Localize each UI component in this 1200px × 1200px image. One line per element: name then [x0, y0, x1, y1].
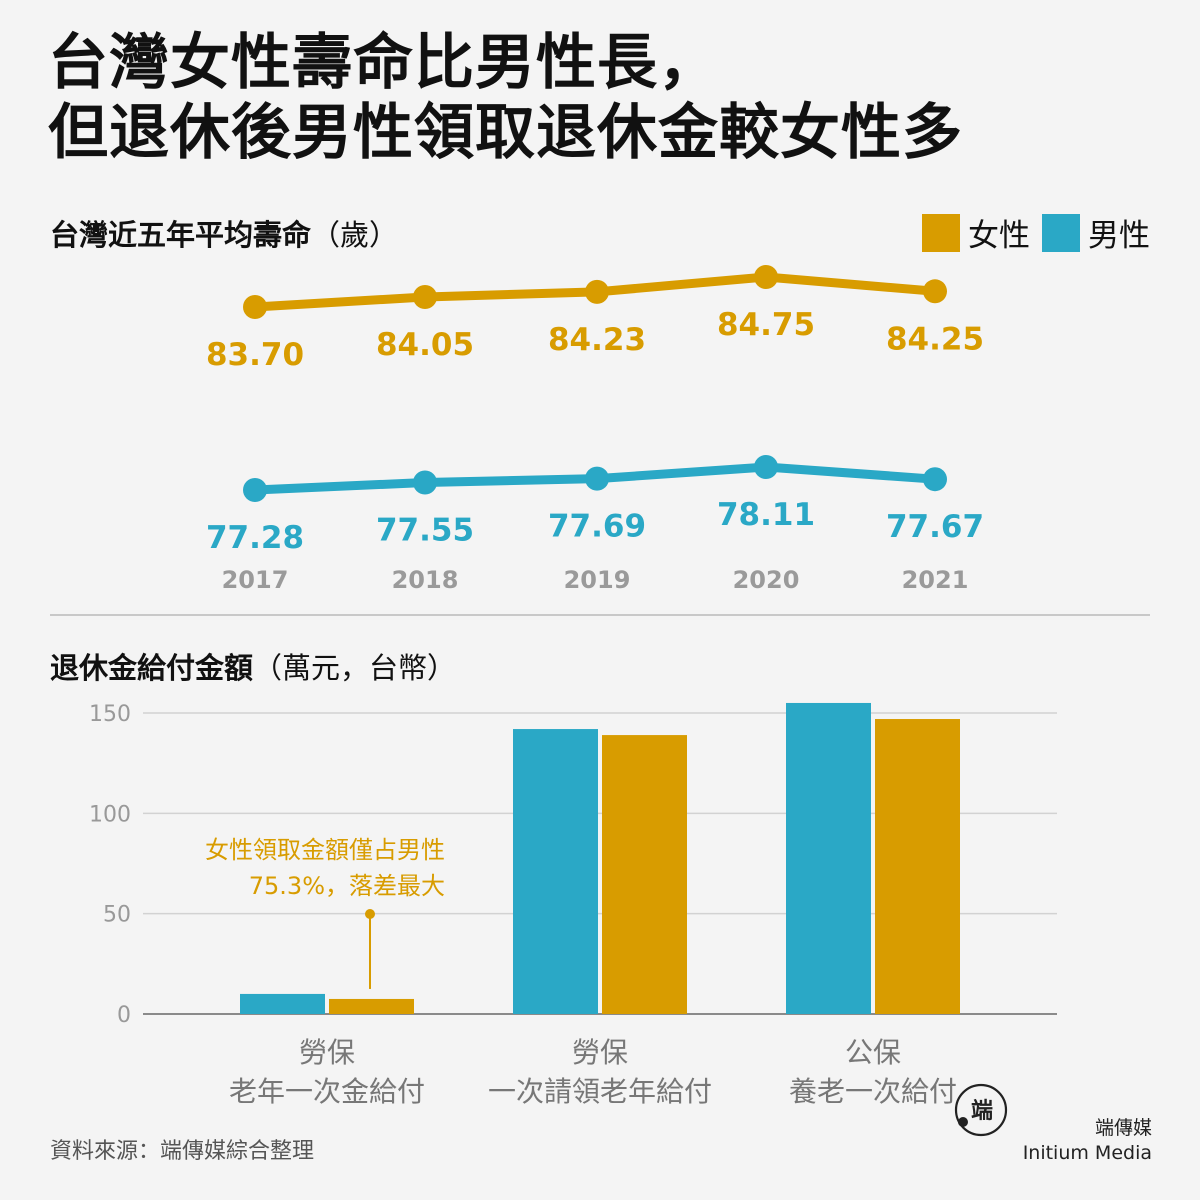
annotation-dot	[365, 909, 375, 919]
legend-label-male: 男性	[1088, 218, 1150, 254]
data-label-male-2021: 77.67	[886, 509, 984, 545]
annotation-line-2: 75.3%，落差最大	[249, 872, 445, 900]
point-male-2017	[243, 478, 267, 502]
pension-title-text: 退休金給付金額	[50, 651, 254, 685]
y-tick-label-50: 50	[103, 903, 131, 928]
initium-logo-mark: 端	[954, 1083, 1007, 1137]
title-line-2: 但退休後男性領取退休金較女性多	[48, 98, 963, 168]
point-female-2019	[585, 279, 609, 304]
source-note: 資料來源：端傳媒綜合整理	[50, 1139, 315, 1164]
data-label-female-2019: 84.23	[548, 322, 646, 358]
legend-swatch-female	[922, 213, 960, 252]
point-female-2017	[243, 295, 267, 319]
bar-female-group-3	[875, 719, 960, 1014]
category-label-3-line-2: 養老一次給付	[789, 1075, 957, 1108]
life-expectancy-chart-title: 台灣近五年平均壽命（歲）	[50, 212, 398, 254]
annotation-line-1: 女性領取金額僅占男性	[205, 836, 445, 864]
data-label-female-2021: 84.25	[886, 321, 984, 357]
x-tick-label-2020: 2020	[733, 566, 800, 594]
point-male-2018	[413, 470, 437, 495]
data-label-male-2020: 78.11	[717, 497, 815, 533]
data-label-male-2019: 77.69	[548, 509, 646, 545]
category-label-1-line-1: 勞保	[299, 1036, 355, 1069]
category-label-2-line-1: 勞保	[572, 1036, 628, 1069]
data-label-female-2017: 83.70	[206, 337, 304, 373]
pension-unit: （萬元，台幣）	[253, 651, 457, 685]
title-line-1: 台灣女性壽命比男性長，	[48, 28, 719, 98]
initium-logo: 端 端傳媒 Initium Media	[953, 1082, 1152, 1166]
x-tick-label-2019: 2019	[564, 566, 631, 594]
bar-male-group-2	[513, 729, 598, 1014]
logo-name-en: Initium Media	[1022, 1142, 1152, 1164]
life-expectancy-title-text: 台灣近五年平均壽命	[50, 218, 312, 252]
y-tick-label-100: 100	[89, 802, 131, 827]
logo-name-cn: 端傳媒	[1094, 1117, 1152, 1139]
section-divider	[50, 614, 1150, 616]
bar-male-group-3	[786, 702, 871, 1014]
legend-item-male: 男性	[1042, 210, 1150, 255]
point-female-2020	[754, 265, 778, 289]
point-male-2019	[585, 466, 609, 491]
pension-chart-title: 退休金給付金額（萬元，台幣）	[50, 645, 456, 687]
legend-swatch-male	[1042, 213, 1080, 252]
point-male-2021	[923, 467, 947, 492]
y-tick-label-0: 0	[117, 1003, 131, 1028]
page-title: 台灣女性壽命比男性長， 但退休後男性領取退休金較女性多	[48, 28, 1158, 168]
bar-female-group-1	[329, 998, 414, 1014]
life-expectancy-unit: （歲）	[311, 218, 399, 252]
data-label-male-2018: 77.55	[376, 513, 474, 549]
point-male-2020	[754, 455, 778, 479]
data-label-male-2017: 77.28	[206, 520, 304, 556]
legend-label-female: 女性	[968, 218, 1030, 254]
category-label-1-line-2: 老年一次金給付	[229, 1075, 425, 1108]
bar-male-group-1	[240, 993, 325, 1014]
legend: 女性 男性	[922, 210, 1150, 255]
point-female-2021	[923, 279, 947, 304]
y-tick-label-150: 150	[89, 702, 131, 727]
x-tick-label-2021: 2021	[902, 566, 969, 594]
data-label-female-2018: 84.05	[376, 327, 474, 363]
x-tick-label-2018: 2018	[392, 566, 459, 594]
legend-item-female: 女性	[922, 210, 1030, 255]
x-tick-label-2017: 2017	[222, 566, 289, 594]
bar-female-group-2	[602, 735, 687, 1014]
data-label-female-2020: 84.75	[717, 307, 815, 343]
category-label-2-line-2: 一次請領老年給付	[488, 1075, 712, 1108]
logo-mark-glyph: 端	[971, 1099, 993, 1124]
point-female-2018	[413, 285, 437, 309]
category-label-3-line-1: 公保	[845, 1036, 901, 1069]
